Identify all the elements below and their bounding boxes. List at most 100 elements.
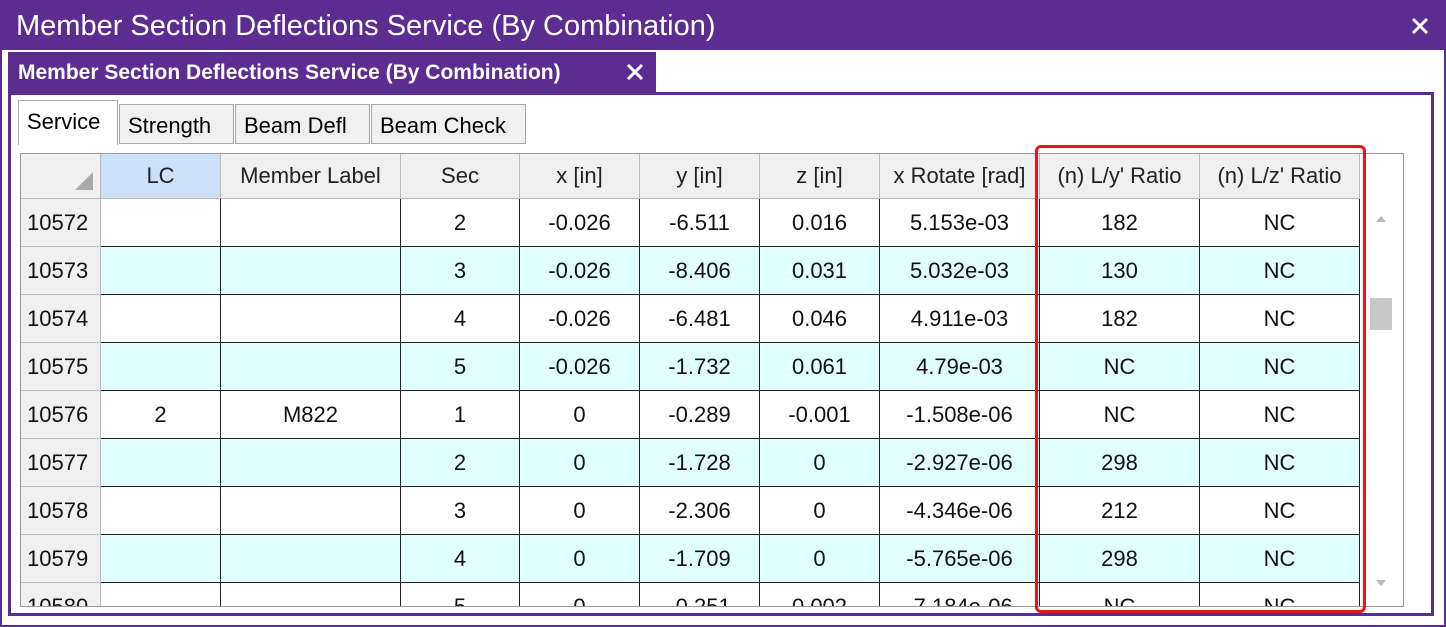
cell[interactable]: 0.031 xyxy=(760,247,880,295)
column-header[interactable]: LC xyxy=(101,154,221,199)
cell[interactable]: -0.026 xyxy=(520,295,640,343)
row-header[interactable]: 10574 xyxy=(21,295,101,343)
close-button[interactable] xyxy=(1410,16,1430,36)
row-header[interactable]: 10572 xyxy=(21,199,101,247)
cell[interactable]: 2 xyxy=(401,199,520,247)
cell[interactable]: NC xyxy=(1200,583,1360,606)
tab-close[interactable] xyxy=(626,63,644,81)
cell[interactable]: 0.061 xyxy=(760,343,880,391)
cell[interactable] xyxy=(221,439,401,487)
cell[interactable]: NC xyxy=(1200,391,1360,439)
cell[interactable] xyxy=(101,535,221,583)
cell[interactable] xyxy=(101,247,221,295)
cell[interactable] xyxy=(221,535,401,583)
cell[interactable]: 4.79e-03 xyxy=(880,343,1040,391)
cell[interactable]: 0.016 xyxy=(760,199,880,247)
cell[interactable]: 0 xyxy=(520,583,640,606)
cell[interactable]: -6.511 xyxy=(640,199,760,247)
cell[interactable]: -1.508e-06 xyxy=(880,391,1040,439)
subtab[interactable]: Beam Defl xyxy=(235,104,370,144)
cell[interactable]: 0 xyxy=(520,487,640,535)
row-header[interactable]: 10579 xyxy=(21,535,101,583)
cell[interactable]: -7.184e-06 xyxy=(880,583,1040,606)
cell[interactable]: 298 xyxy=(1040,439,1200,487)
subtab[interactable]: Beam Check xyxy=(371,104,526,144)
row-header[interactable]: 10578 xyxy=(21,487,101,535)
cell[interactable]: NC xyxy=(1200,295,1360,343)
cell[interactable]: NC xyxy=(1200,343,1360,391)
column-header[interactable]: y [in] xyxy=(640,154,760,199)
cell[interactable]: 5.032e-03 xyxy=(880,247,1040,295)
cell[interactable]: -4.346e-06 xyxy=(880,487,1040,535)
cell[interactable]: -8.406 xyxy=(640,247,760,295)
cell[interactable] xyxy=(221,199,401,247)
cell[interactable]: 0 xyxy=(520,535,640,583)
cell[interactable]: -0.001 xyxy=(760,391,880,439)
scrollbar[interactable] xyxy=(1368,200,1394,605)
cell[interactable]: 0 xyxy=(520,391,640,439)
cell[interactable]: 0 xyxy=(760,487,880,535)
cell[interactable] xyxy=(221,343,401,391)
cell[interactable]: 2 xyxy=(101,391,221,439)
cell[interactable]: 5 xyxy=(401,583,520,606)
cell[interactable]: -0.026 xyxy=(520,343,640,391)
cell[interactable]: 4 xyxy=(401,535,520,583)
document-tab[interactable]: Member Section Deflections Service (By C… xyxy=(8,52,656,94)
cell[interactable]: -2.306 xyxy=(640,487,760,535)
cell[interactable] xyxy=(101,199,221,247)
cell[interactable] xyxy=(101,487,221,535)
cell[interactable]: 0 xyxy=(520,439,640,487)
cell[interactable]: NC xyxy=(1040,343,1200,391)
cell[interactable]: -0.026 xyxy=(520,199,640,247)
cell[interactable]: 130 xyxy=(1040,247,1200,295)
cell[interactable] xyxy=(101,343,221,391)
cell[interactable]: 5.153e-03 xyxy=(880,199,1040,247)
cell[interactable] xyxy=(221,295,401,343)
subtab[interactable]: Service xyxy=(18,100,118,145)
select-all[interactable] xyxy=(21,154,100,199)
cell[interactable]: -6.481 xyxy=(640,295,760,343)
cell[interactable]: 4 xyxy=(401,295,520,343)
cell[interactable]: 3 xyxy=(401,247,520,295)
cell[interactable]: -0.026 xyxy=(520,247,640,295)
cell[interactable]: 182 xyxy=(1040,199,1200,247)
cell[interactable]: 5 xyxy=(401,343,520,391)
cell[interactable]: 1 xyxy=(401,391,520,439)
cell[interactable] xyxy=(101,295,221,343)
cell[interactable]: 182 xyxy=(1040,295,1200,343)
cell[interactable]: M822 xyxy=(221,391,401,439)
cell[interactable]: 0.002 xyxy=(760,583,880,606)
row-header[interactable]: 10575 xyxy=(21,343,101,391)
cell[interactable]: NC xyxy=(1040,391,1200,439)
cell[interactable]: 0 xyxy=(760,439,880,487)
cell[interactable]: NC xyxy=(1200,439,1360,487)
cell[interactable]: 3 xyxy=(401,487,520,535)
cell[interactable]: 298 xyxy=(1040,535,1200,583)
cell[interactable]: -1.728 xyxy=(640,439,760,487)
cell[interactable] xyxy=(221,487,401,535)
cell[interactable]: NC xyxy=(1040,583,1200,606)
cell[interactable]: NC xyxy=(1200,199,1360,247)
column-header[interactable]: x Rotate [rad] xyxy=(880,154,1040,199)
cell[interactable]: -0.289 xyxy=(640,391,760,439)
cell[interactable] xyxy=(221,583,401,606)
column-header[interactable]: z [in] xyxy=(760,154,880,199)
cell[interactable]: -1.709 xyxy=(640,535,760,583)
row-header[interactable]: 10576 xyxy=(21,391,101,439)
cell[interactable]: NC xyxy=(1200,247,1360,295)
cell[interactable]: 0 xyxy=(760,535,880,583)
cell[interactable] xyxy=(101,583,221,606)
column-header[interactable]: (n) L/y' Ratio xyxy=(1040,154,1200,199)
cell[interactable]: -0.251 xyxy=(640,583,760,606)
column-header[interactable]: Member Label xyxy=(221,154,401,199)
column-header[interactable]: Sec xyxy=(401,154,520,199)
cell[interactable]: 0.046 xyxy=(760,295,880,343)
column-header[interactable]: x [in] xyxy=(520,154,640,199)
cell[interactable]: 2 xyxy=(401,439,520,487)
column-header[interactable]: (n) L/z' Ratio xyxy=(1200,154,1360,199)
cell[interactable] xyxy=(101,439,221,487)
row-header[interactable]: 10580 xyxy=(21,583,101,606)
cell[interactable] xyxy=(221,247,401,295)
cell[interactable]: -5.765e-06 xyxy=(880,535,1040,583)
cell[interactable]: -1.732 xyxy=(640,343,760,391)
